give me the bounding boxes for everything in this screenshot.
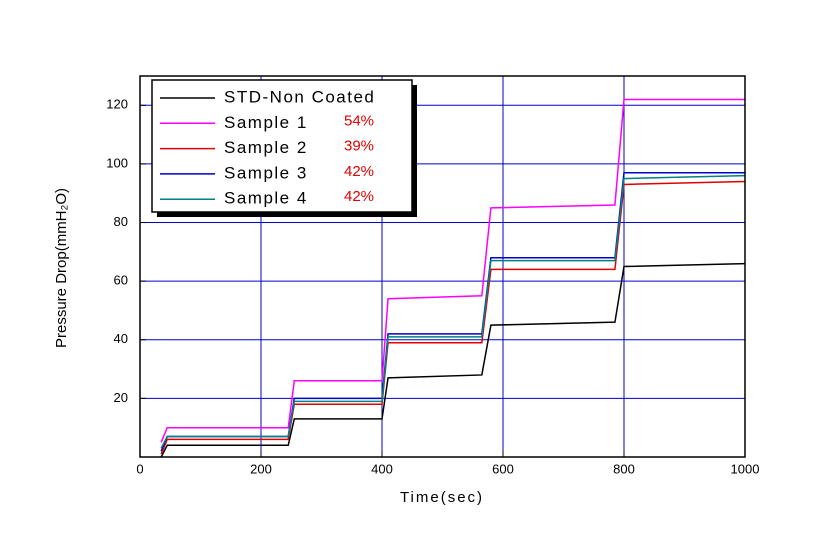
legend-label: STD-Non Coated: [224, 87, 375, 106]
x-tick-label: 800: [613, 461, 635, 476]
y-tick-label: 100: [106, 155, 128, 170]
y-tick-label: 80: [114, 214, 128, 229]
x-tick-label: 400: [371, 461, 393, 476]
plot-frame: [139, 75, 746, 458]
legend-annotation: 42%: [344, 163, 374, 180]
legend-label: Sample 1: [224, 113, 308, 132]
legend-annotation: 42%: [344, 188, 374, 205]
y-tick-label: 120: [106, 97, 128, 112]
legend-label: Sample 4: [224, 189, 308, 208]
legend-label: Sample 2: [224, 138, 308, 157]
x-tick-label: 200: [250, 461, 272, 476]
legend-box: [151, 79, 413, 213]
x-tick-label: 600: [492, 461, 514, 476]
legend-label: Sample 3: [224, 163, 308, 182]
series-line: [160, 98, 745, 443]
series-line: [160, 262, 746, 458]
x-tick-label: 0: [136, 461, 143, 476]
x-axis-label: Time(sec): [400, 489, 484, 506]
series-line: [160, 174, 746, 449]
y-tick-label: 40: [114, 331, 128, 346]
y-tick-label: 20: [114, 390, 128, 405]
y-axis-label: Pressure Drop(mmH₂O): [53, 188, 70, 348]
legend-annotation: 54%: [344, 112, 374, 129]
x-tick-label: 1000: [731, 461, 760, 476]
legend-annotation: 39%: [344, 138, 374, 155]
y-tick-label: 60: [114, 273, 128, 288]
